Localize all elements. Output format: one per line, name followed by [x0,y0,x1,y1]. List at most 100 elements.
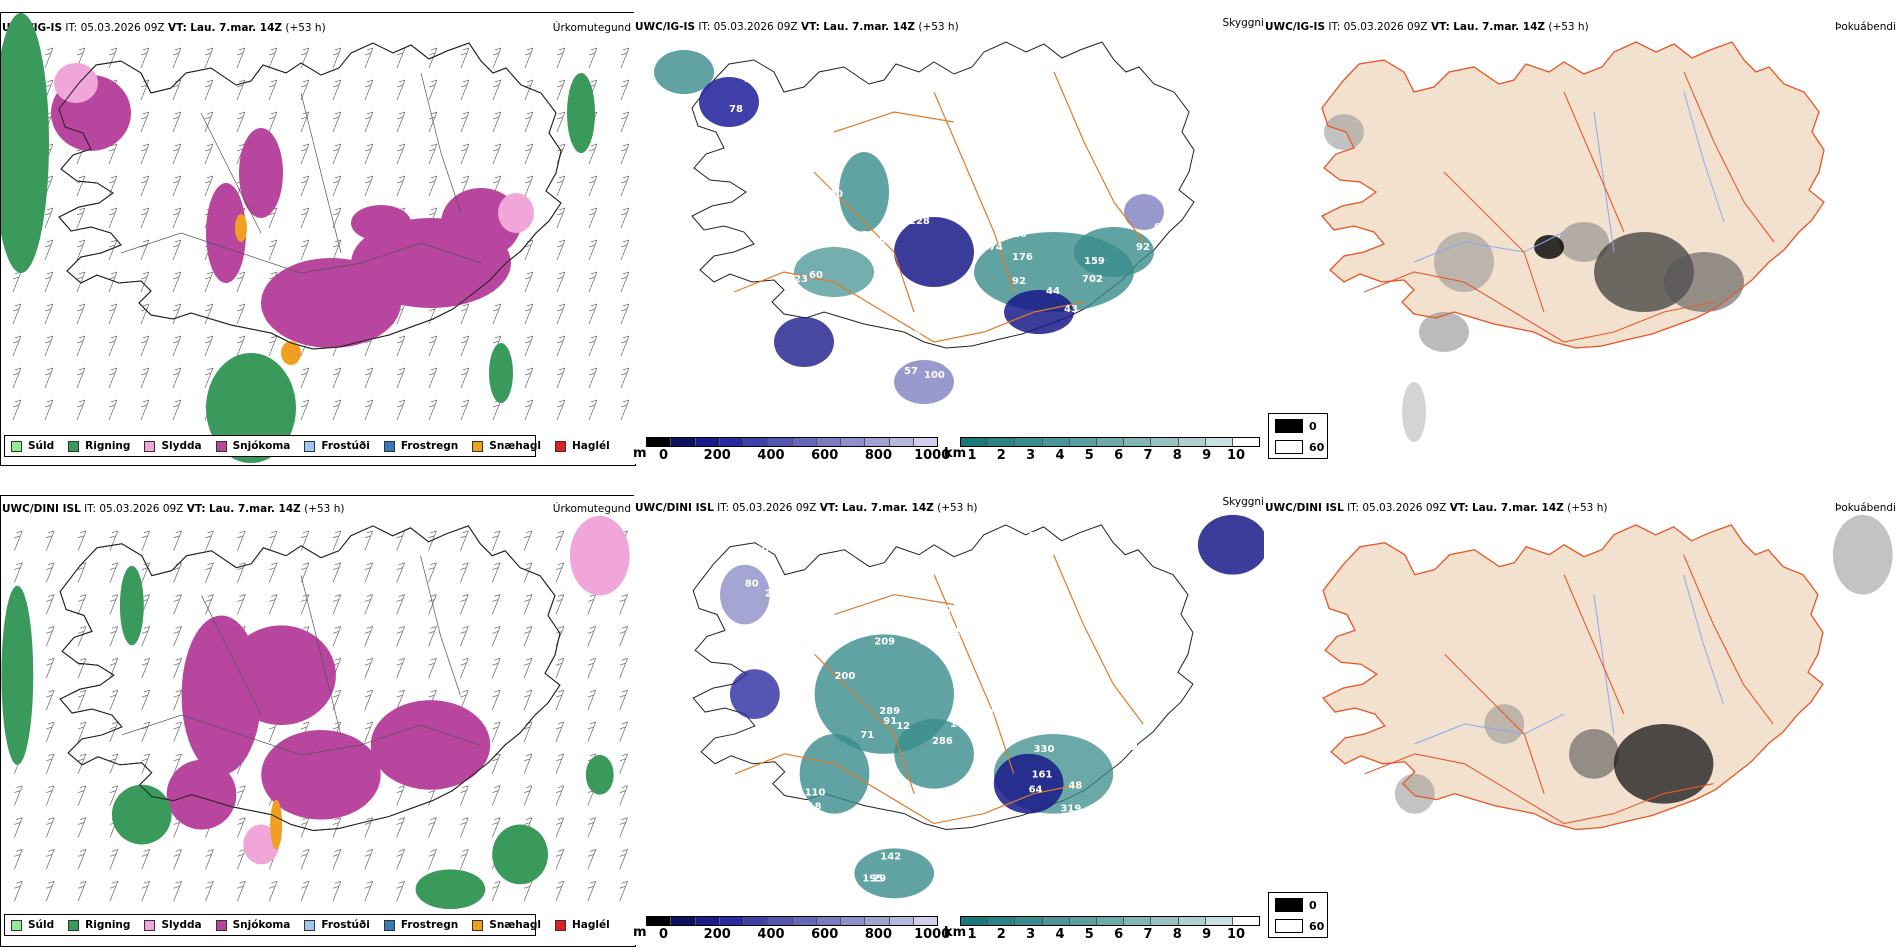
map-group [1,515,630,910]
wind-barb [524,335,534,357]
wind-barb [460,79,470,101]
wind-barb [492,47,502,69]
wind-barb [76,303,86,325]
cloud-base-value-label: 142 [950,719,971,730]
lead-time: (+53 h) [1567,502,1608,514]
wind-barb [13,817,23,838]
init-time: IT: 05.03.2026 09Z [717,502,817,514]
wind-barb [236,785,246,806]
colorbar-cells [960,916,1260,926]
wind-barb [204,111,214,133]
wind-barb [491,785,501,806]
panel-header: UWC/DINI ISL IT: 05.03.2026 09Z VT: Lau.… [2,503,344,515]
colorbar-cell [1124,438,1152,446]
wind-barb [141,689,151,711]
wind-barb [459,817,469,838]
colorbar-cell [792,917,817,925]
fog-swatch-max [1275,440,1303,454]
sleet-area [54,63,98,103]
colorbar-cell [792,438,817,446]
wind-barb [172,143,182,165]
colorbar-cell [768,917,793,925]
iceland-coastline [1322,524,1824,831]
wind-barb [44,239,54,261]
colorbar-cell [841,917,866,925]
wind-barb [619,657,628,679]
wind-barb [523,626,533,647]
cloud-base-value-label: 286 [909,204,930,215]
wind-barb [45,562,55,583]
visibility-area [854,848,935,899]
iceland-coastline [1321,41,1825,349]
wind-barb [620,239,630,261]
colorbar-cell [1015,917,1043,925]
colorbar-cell [1042,917,1070,925]
rain-area [111,784,172,845]
wind-barb [364,880,374,902]
colorbar-cell [865,438,890,446]
panel-title: Skyggni [1222,17,1265,29]
wind-barb [300,175,310,197]
wind-barb [45,530,55,551]
snow-area [261,729,381,820]
wind-barb [268,111,278,133]
cloud-base-value-label: 82 [750,631,764,642]
wind-barb [12,367,22,389]
wind-barb [555,753,565,774]
wind-barb [620,47,630,69]
cloud-base-value-label: 57 [904,366,918,377]
cloud-base-value-label: 702 [1082,274,1103,285]
wind-barb [555,785,565,806]
map-group [1322,514,1893,831]
wind-barb [459,657,469,679]
cloud-base-area [1197,514,1264,575]
wind-barb [332,399,342,421]
wind-barb [332,626,342,647]
colorbar-tick-label: 9 [1202,448,1212,463]
wind-barb [44,367,54,389]
precip-legend-item: Snæhagl [472,440,541,452]
precip-legend-swatch [304,440,316,452]
panel-title: Skyggni [1222,496,1265,508]
wind-barb [300,207,310,229]
wind-barb [364,367,374,389]
cloud-base-value-label: 56 [797,825,811,836]
wind-barb [588,399,598,421]
wind-barb [205,530,214,551]
wind-barb [300,143,310,165]
fog-label-min: 0 [1309,420,1317,433]
colorbar-cell [889,917,914,925]
wind-barb [172,239,182,261]
colorbar-cell [1205,917,1233,925]
cloud-base-area [1124,194,1164,230]
cloud-base-value-label: 78 [729,104,743,115]
wind-barb [428,657,437,679]
precip-legend-item: Rigning [68,919,130,931]
fog-area [1832,514,1893,595]
wind-barb [204,143,214,165]
cloud-base-value-label: 873 [889,139,910,150]
colorbar-cell [961,438,989,446]
wind-barb [109,626,119,647]
model-name: UWC/DINI ISL [1265,502,1344,514]
init-time: IT: 05.03.2026 09Z [65,22,165,34]
wind-barb [13,562,23,583]
visibility-colorbar: 1 2 3 4 5 6 7 8 9 10 [960,437,1260,463]
colorbar-cell [671,917,696,925]
wind-barb [140,399,150,421]
wind-barb [364,562,374,583]
wind-barb [555,689,565,711]
wind-barb [108,367,118,389]
colorbar-cells [646,437,938,447]
colorbar-tick-label: 9 [1202,927,1212,942]
wind-barb [268,335,278,357]
cloud-base-area [1004,290,1074,334]
precip-legend-item: Slydda [144,440,202,452]
wind-barb [332,143,342,165]
wind-barb [268,880,278,902]
wind-barb [204,303,214,325]
colorbar-tick-label: 400 [757,927,785,942]
wind-barb [76,399,86,421]
wind-barb [460,303,470,325]
cloud-base-value-label: 8 [914,329,921,340]
